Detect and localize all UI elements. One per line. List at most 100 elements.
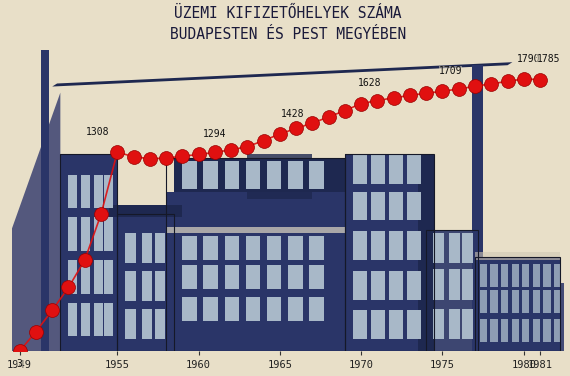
Point [405, 92, 414, 99]
Bar [554, 319, 561, 342]
Bar [95, 303, 103, 336]
Bar [407, 192, 421, 220]
Bar [95, 260, 103, 294]
Point [31, 329, 40, 335]
Point [161, 155, 170, 161]
Bar [462, 309, 473, 339]
Bar [472, 65, 483, 352]
Bar [426, 230, 478, 352]
Bar [288, 161, 303, 188]
Point [454, 86, 463, 92]
Bar [166, 227, 345, 233]
Bar [512, 319, 519, 342]
Text: 1628: 1628 [357, 78, 381, 88]
Point [96, 211, 105, 217]
Bar [182, 161, 197, 188]
Bar [68, 303, 78, 336]
Bar [109, 205, 182, 217]
Bar [60, 153, 117, 352]
Bar [203, 297, 218, 321]
Point [292, 125, 301, 131]
Bar [490, 264, 498, 288]
Bar [117, 214, 174, 352]
Bar [82, 303, 91, 336]
Bar [540, 283, 564, 352]
Point [259, 138, 268, 144]
Bar [533, 264, 540, 288]
Bar [554, 264, 561, 288]
Bar [433, 269, 444, 300]
Bar [182, 236, 197, 260]
Bar [475, 257, 560, 352]
Polygon shape [11, 92, 60, 352]
Text: 1294: 1294 [203, 129, 227, 139]
Point [15, 348, 25, 354]
Bar [60, 153, 117, 352]
Bar [246, 161, 260, 188]
Bar [203, 265, 218, 289]
Bar [353, 155, 367, 184]
Bar [166, 192, 345, 352]
Bar [522, 264, 530, 288]
Bar [247, 153, 312, 199]
Point [113, 149, 122, 155]
Bar [309, 236, 324, 260]
Bar [68, 260, 78, 294]
Bar [345, 153, 434, 352]
Point [64, 285, 73, 291]
Bar [353, 310, 367, 339]
Bar [104, 303, 113, 336]
Bar [154, 233, 165, 263]
Bar [543, 264, 551, 288]
Bar [142, 309, 152, 339]
Bar [267, 297, 282, 321]
Bar [288, 265, 303, 289]
Point [470, 83, 479, 89]
Bar [288, 236, 303, 260]
Point [535, 77, 544, 83]
Bar [246, 297, 260, 321]
Text: 1308: 1308 [86, 127, 109, 137]
Point [129, 153, 138, 159]
Bar [309, 297, 324, 321]
Bar [433, 309, 444, 339]
Bar [480, 264, 487, 288]
Bar [267, 265, 282, 289]
Point [438, 88, 447, 94]
Bar [82, 217, 91, 251]
Bar [353, 192, 367, 220]
Bar [512, 290, 519, 313]
Bar [246, 265, 260, 289]
Bar [104, 175, 113, 208]
Bar [389, 231, 402, 260]
Bar [389, 155, 402, 184]
Bar [225, 265, 239, 289]
Point [357, 100, 366, 106]
Bar [543, 319, 551, 342]
Bar [246, 236, 260, 260]
Bar [501, 264, 508, 288]
Bar [501, 319, 508, 342]
Point [194, 152, 203, 158]
Bar [125, 309, 136, 339]
Bar [182, 297, 197, 321]
Point [243, 144, 252, 150]
Point [308, 120, 317, 126]
Bar [371, 155, 385, 184]
Bar [225, 236, 239, 260]
Text: 1785: 1785 [536, 55, 560, 64]
Point [503, 78, 512, 84]
Point [48, 307, 57, 313]
Bar [309, 265, 324, 289]
Bar [267, 236, 282, 260]
Bar [501, 290, 508, 313]
Bar [407, 155, 421, 184]
Point [519, 76, 528, 82]
Bar [288, 297, 303, 321]
Bar [554, 290, 561, 313]
Bar [203, 161, 218, 188]
Text: 1790: 1790 [517, 54, 540, 64]
Bar [95, 175, 103, 208]
Title: ÜZEMI KIFIZETŐHELYEK SZÁMA
BUDAPESTEN ÉS PEST MEGYÉBEN: ÜZEMI KIFIZETŐHELYEK SZÁMA BUDAPESTEN ÉS… [170, 6, 406, 42]
Point [422, 90, 431, 96]
